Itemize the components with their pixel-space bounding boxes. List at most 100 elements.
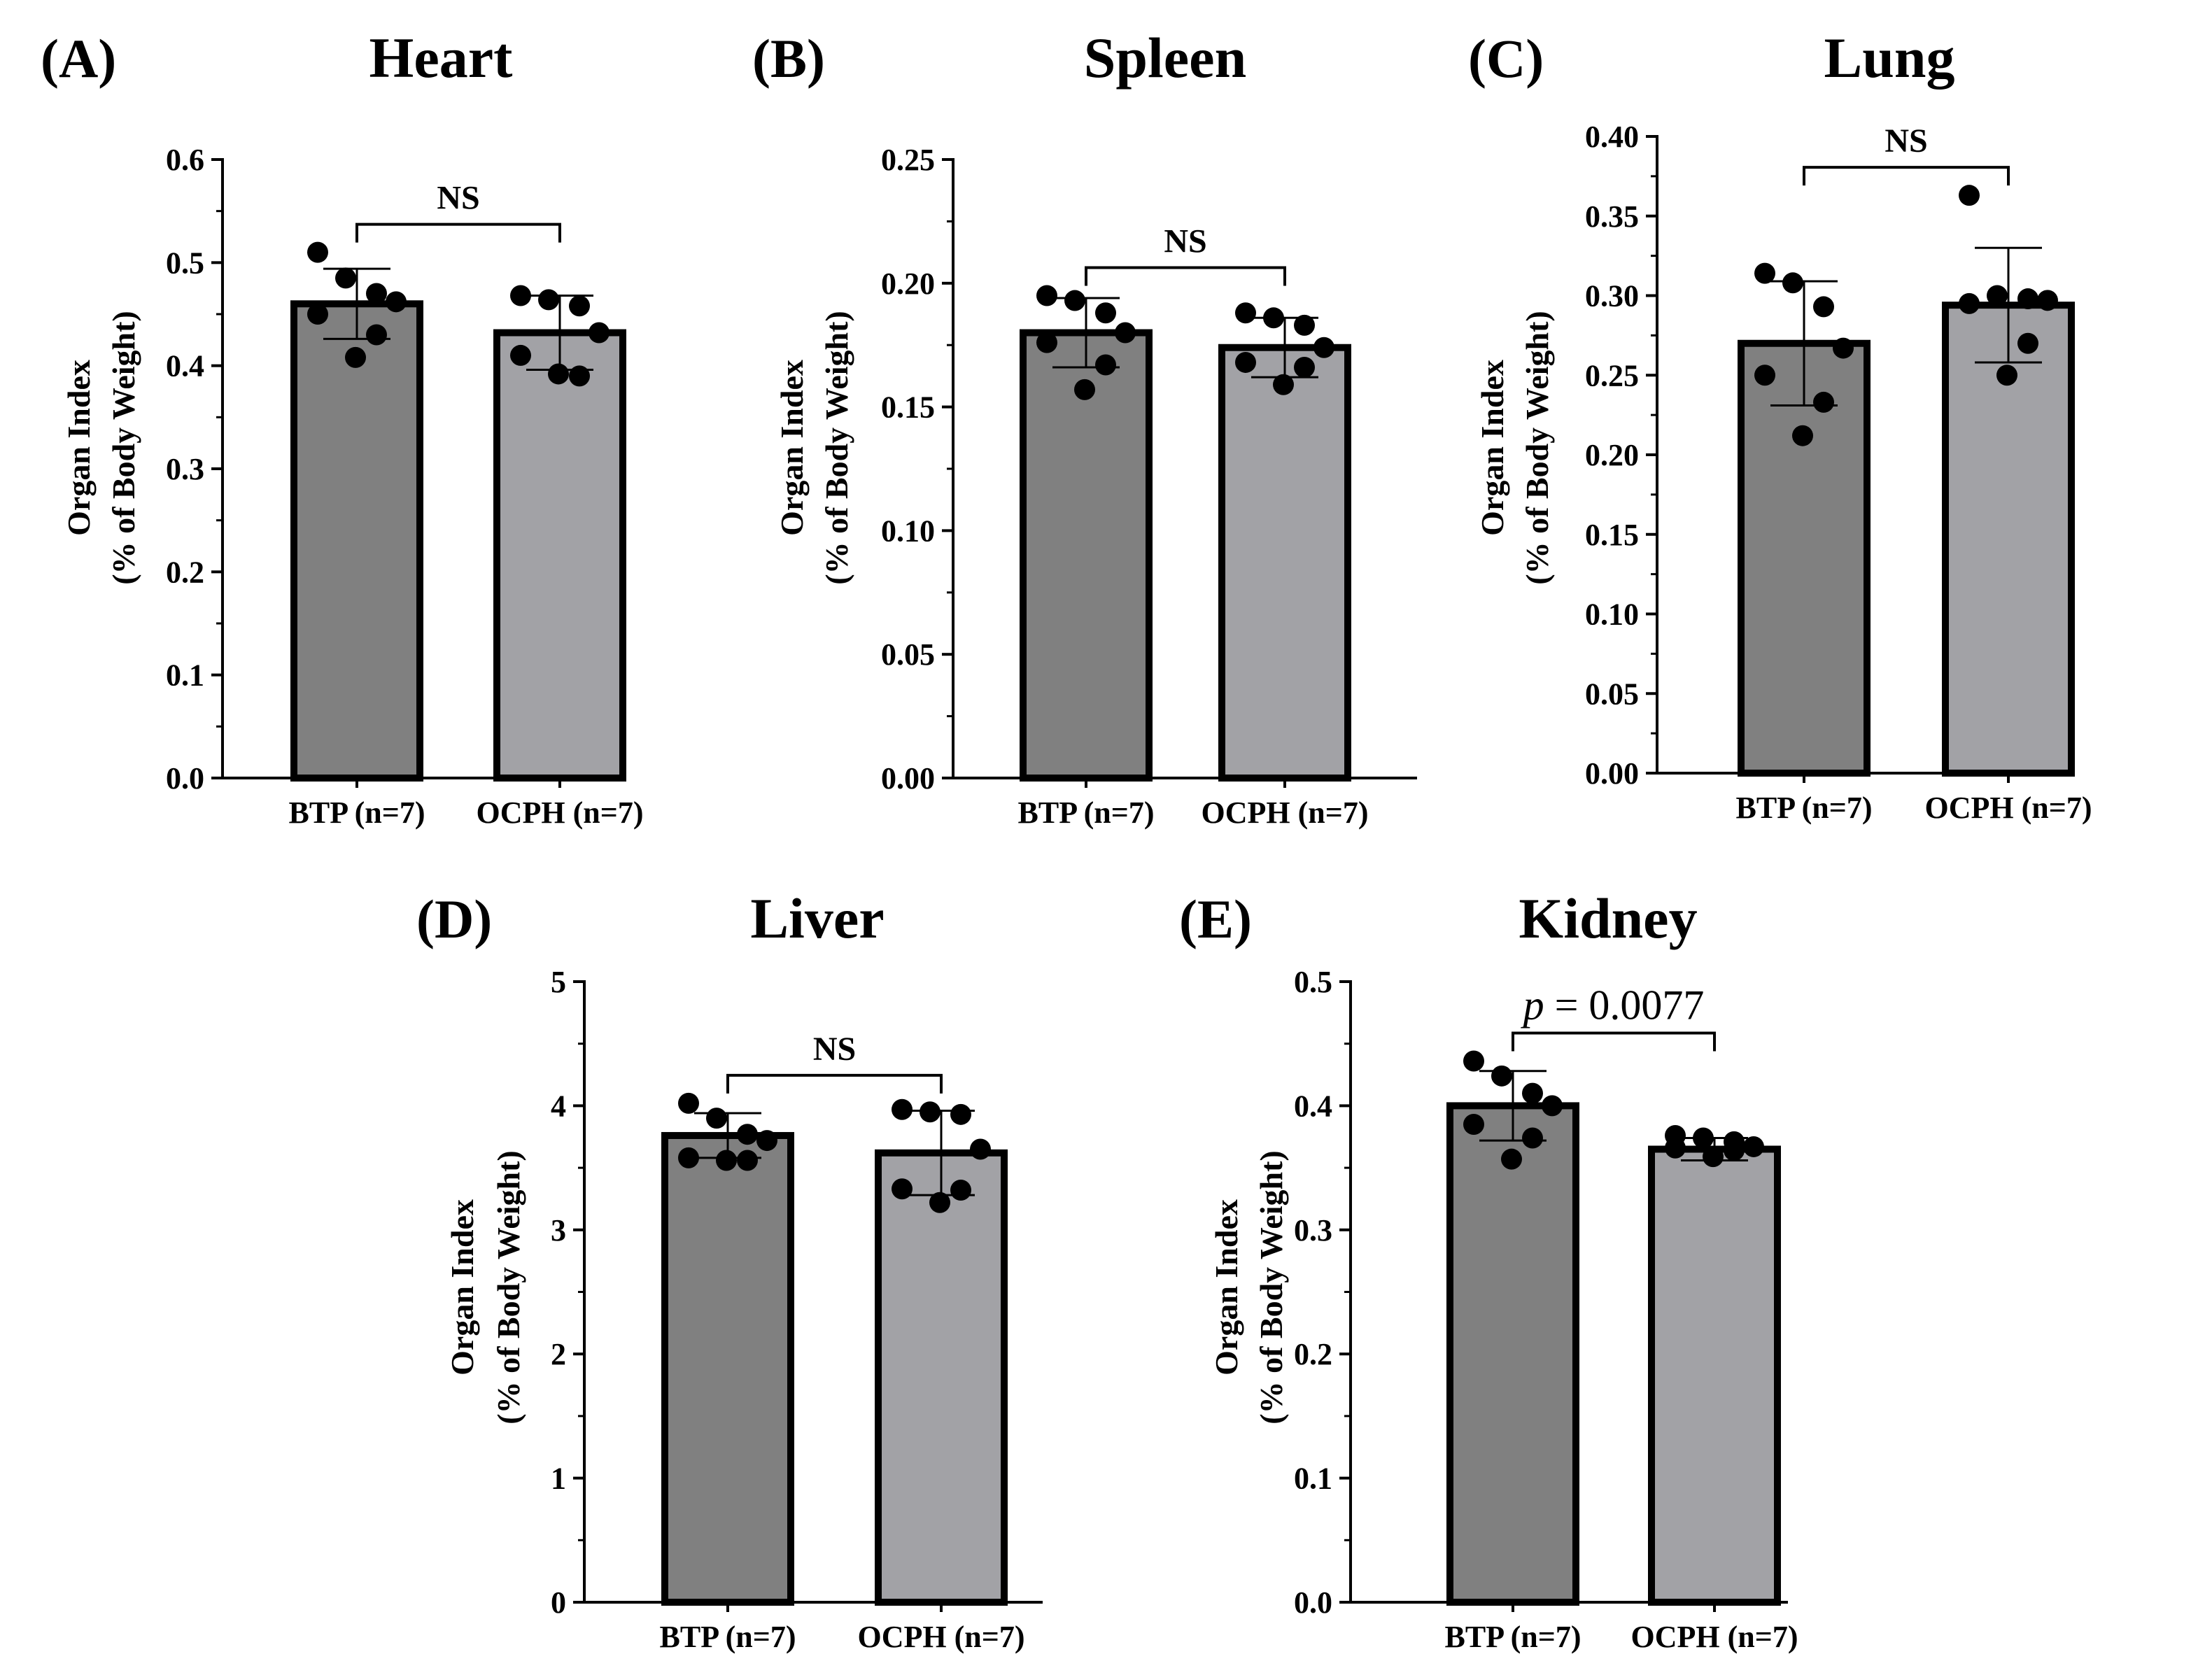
x-category-label: OCPH (n=7) (858, 1620, 1025, 1654)
data-point (1959, 185, 1980, 206)
y-axis-label: Organ Index (1474, 360, 1510, 536)
y-tick-label: 2 (551, 1337, 566, 1371)
y-axis-label: Organ Index (774, 360, 810, 536)
y-tick-label: 0.10 (1585, 598, 1639, 632)
data-point (1703, 1146, 1724, 1168)
x-category-label: OCPH (n=7) (1202, 796, 1369, 830)
y-axis-label-units: (% of Body Weight) (106, 311, 141, 584)
panel-liver: (D) Liver Organ Index (% of Body Weight) 0 1 2… (416, 886, 1043, 1654)
data-point (1792, 425, 1813, 446)
y-tick-label: 0.20 (1585, 438, 1639, 472)
y-tick-label: 0.15 (881, 390, 935, 425)
data-point (2017, 288, 2038, 310)
data-point (706, 1108, 727, 1129)
y-tick-label: 0.25 (1585, 358, 1639, 393)
data-point (950, 1103, 971, 1125)
data-point (1693, 1127, 1714, 1149)
data-point (892, 1178, 913, 1200)
data-point (892, 1098, 913, 1120)
x-category-label: OCPH (n=7) (1925, 791, 2092, 825)
data-point (1987, 285, 2008, 306)
x-category-label: BTP (n=7) (289, 796, 425, 830)
data-point (678, 1092, 699, 1114)
data-point (2037, 290, 2058, 311)
significance-label: NS (437, 180, 479, 217)
y-tick-label: 0.0 (1294, 1585, 1332, 1620)
data-point (1813, 296, 1834, 318)
significance-bracket (1512, 1031, 1716, 1052)
y-tick-label: 5 (551, 965, 566, 999)
data-point (307, 241, 328, 263)
x-category-label: BTP (n=7) (1736, 791, 1873, 825)
panel-letter: (A) (41, 28, 116, 89)
y-tick-label: 0.35 (1585, 199, 1639, 234)
bar-ocph (493, 329, 626, 782)
data-point (1665, 1137, 1686, 1159)
y-tick-label: 0.4 (166, 349, 204, 383)
data-point (510, 285, 531, 306)
data-point (569, 295, 590, 317)
y-tick-label: 4 (551, 1089, 566, 1123)
data-point (716, 1150, 737, 1171)
y-tick-label: 0.1 (166, 658, 204, 693)
significance-bracket (1085, 266, 1286, 286)
y-tick-label: 0.25 (881, 143, 935, 177)
x-category-label: OCPH (n=7) (1631, 1620, 1798, 1654)
bar-btp (1020, 329, 1153, 782)
data-point (950, 1180, 971, 1201)
data-point (920, 1101, 941, 1123)
y-tick-label: 0.05 (881, 637, 935, 672)
data-point (1036, 285, 1057, 306)
panel-lung: (C) Lung Organ Index (% of Body Weight) 0.00… (1468, 26, 2092, 825)
data-point (970, 1138, 991, 1160)
data-point (1263, 307, 1284, 329)
y-tick-label: 0.2 (166, 555, 204, 589)
y-axis-label-units: (% of Body Weight) (491, 1150, 526, 1424)
data-point (737, 1150, 758, 1171)
data-point (1115, 322, 1136, 344)
significance-label: NS (1164, 222, 1206, 260)
y-axis-label-units: (% of Body Weight) (1253, 1150, 1289, 1424)
y-tick-label: 0.5 (166, 246, 204, 280)
data-point (1064, 290, 1085, 311)
panel-title: Kidney (1519, 886, 1697, 950)
data-point (1522, 1082, 1543, 1104)
data-point (1959, 292, 1980, 314)
panel-heart: (A) Heart Organ Index (% of Body Weight) 0.0… (41, 26, 643, 830)
significance-bracket (1803, 166, 2010, 186)
panel-title: Heart (369, 26, 513, 90)
panel-title: Spleen (1084, 26, 1246, 90)
panel-letter: (D) (416, 889, 492, 949)
data-point (1463, 1050, 1484, 1072)
data-point (1782, 272, 1803, 294)
data-point (345, 346, 366, 368)
x-category-label: BTP (n=7) (660, 1620, 796, 1654)
data-point (366, 283, 387, 304)
data-point (1491, 1065, 1512, 1087)
bar-ocph (875, 1149, 1008, 1606)
y-tick-label: 0.2 (1294, 1337, 1332, 1371)
bar-btp (290, 300, 423, 782)
data-point (589, 322, 610, 344)
panel-spleen: (B) Spleen Organ Index (% of Body Weight) 0.… (752, 26, 1417, 830)
x-category-label: BTP (n=7) (1445, 1620, 1581, 1654)
y-tick-label: 0.05 (1585, 677, 1639, 711)
data-point (1542, 1095, 1563, 1117)
y-tick-label: 0.5 (1294, 965, 1332, 999)
data-point (1754, 365, 1775, 386)
bar-ocph (1218, 344, 1351, 782)
y-tick-label: 0.00 (1585, 756, 1639, 791)
y-axis-label-units: (% of Body Weight) (819, 311, 854, 584)
data-point (1743, 1136, 1764, 1157)
data-point (386, 291, 407, 313)
y-tick-label: 0.00 (881, 761, 935, 796)
x-category-label: BTP (n=7) (1018, 796, 1155, 830)
x-category-label: OCPH (n=7) (477, 796, 644, 830)
y-tick-label: 0.15 (1585, 518, 1639, 552)
significance-label: NS (813, 1031, 856, 1068)
y-axis-label: Organ Index (61, 360, 97, 536)
y-axis-label-units: (% of Body Weight) (1519, 311, 1555, 584)
data-point (1273, 374, 1294, 395)
data-point (1235, 351, 1256, 373)
